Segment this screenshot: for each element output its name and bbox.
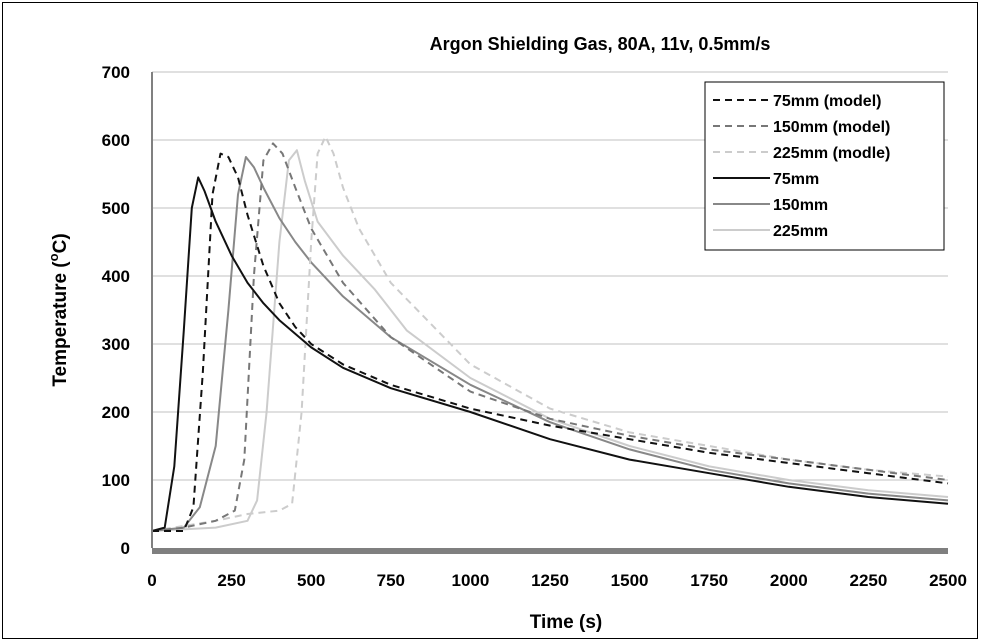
y-axis-label-end: C) bbox=[50, 233, 71, 253]
y-tick-400: 400 bbox=[102, 267, 130, 286]
x-tick-250: 250 bbox=[217, 571, 245, 590]
series-line-5 bbox=[151, 149, 949, 532]
y-tick-labels: 0 100 200 300 400 500 600 700 bbox=[102, 63, 130, 558]
series-line-3 bbox=[151, 176, 949, 532]
legend-box bbox=[704, 81, 945, 251]
series-line-1 bbox=[151, 142, 949, 532]
legend: 75mm (model) 150mm (model) 225mm (modle) 75… bbox=[704, 81, 945, 251]
x-tick-2500: 2500 bbox=[929, 571, 967, 590]
axes bbox=[151, 72, 948, 554]
legend-label-3: 75mm bbox=[773, 171, 819, 188]
y-tick-100: 100 bbox=[102, 471, 130, 490]
x-tick-1000: 1000 bbox=[451, 571, 489, 590]
legend-label-1: 150mm (model) bbox=[773, 119, 890, 136]
x-tick-1250: 1250 bbox=[531, 571, 569, 590]
y-tick-200: 200 bbox=[102, 403, 130, 422]
legend-label-0: 75mm (model) bbox=[773, 93, 881, 110]
y-tick-500: 500 bbox=[102, 199, 130, 218]
x-tick-500: 500 bbox=[297, 571, 325, 590]
y-axis-label-main: Temperature ( bbox=[50, 261, 71, 387]
x-tick-labels: 0 250 500 750 1000 1250 1500 1750 2000 2250 2500 bbox=[147, 571, 967, 590]
x-tick-0: 0 bbox=[147, 571, 156, 590]
y-tick-600: 600 bbox=[102, 131, 130, 150]
y-tick-700: 700 bbox=[102, 63, 130, 82]
x-tick-2250: 2250 bbox=[849, 571, 887, 590]
series-line-4 bbox=[151, 156, 949, 532]
y-axis-label: Temperature (oC) bbox=[46, 233, 71, 386]
chart-title: Argon Shielding Gas, 80A, 11v, 0.5mm/s bbox=[430, 34, 771, 54]
legend-label-4: 150mm bbox=[773, 197, 828, 214]
y-tick-0: 0 bbox=[121, 539, 130, 558]
legend-label-2: 225mm (modle) bbox=[773, 145, 890, 162]
x-tick-750: 750 bbox=[377, 571, 405, 590]
legend-label-5: 225mm bbox=[773, 223, 828, 240]
series-layer bbox=[151, 135, 949, 532]
y-axis-label-superscript: o bbox=[46, 253, 61, 261]
x-tick-1500: 1500 bbox=[611, 571, 649, 590]
x-tick-1750: 1750 bbox=[690, 571, 728, 590]
y-tick-300: 300 bbox=[102, 335, 130, 354]
x-axis-label: Time (s) bbox=[530, 612, 603, 633]
series-line-0 bbox=[152, 152, 949, 532]
x-axis-bar bbox=[152, 548, 948, 554]
x-tick-2000: 2000 bbox=[770, 571, 808, 590]
